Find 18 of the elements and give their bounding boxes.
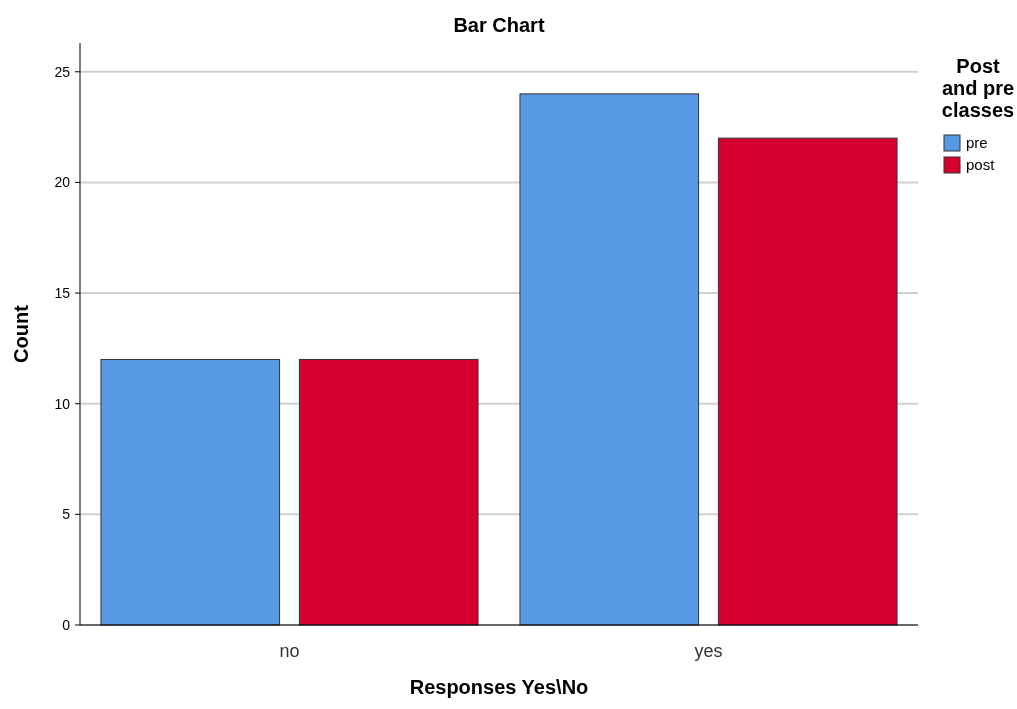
chart-title: Bar Chart [453,14,545,36]
x-axis-title: Responses Yes\No [409,676,589,698]
bar [519,93,700,626]
legend-label: post [966,156,996,173]
x-tick-label: yes [694,641,723,661]
y-tick-label: 10 [54,395,71,412]
legend-label: pre [966,134,988,151]
y-tick-label: 25 [54,63,71,80]
legend-title: Post and pre classes [941,55,1015,121]
bar [298,358,479,626]
y-tick-label: 0 [62,616,71,633]
y-tick-label: 5 [62,506,71,523]
y-tick-label: 15 [54,284,71,301]
y-tick-label: 20 [54,174,71,191]
y-axis-title: Count [10,304,32,363]
x-tick-label: no [279,641,300,661]
bar [717,137,898,626]
bar [100,358,281,626]
